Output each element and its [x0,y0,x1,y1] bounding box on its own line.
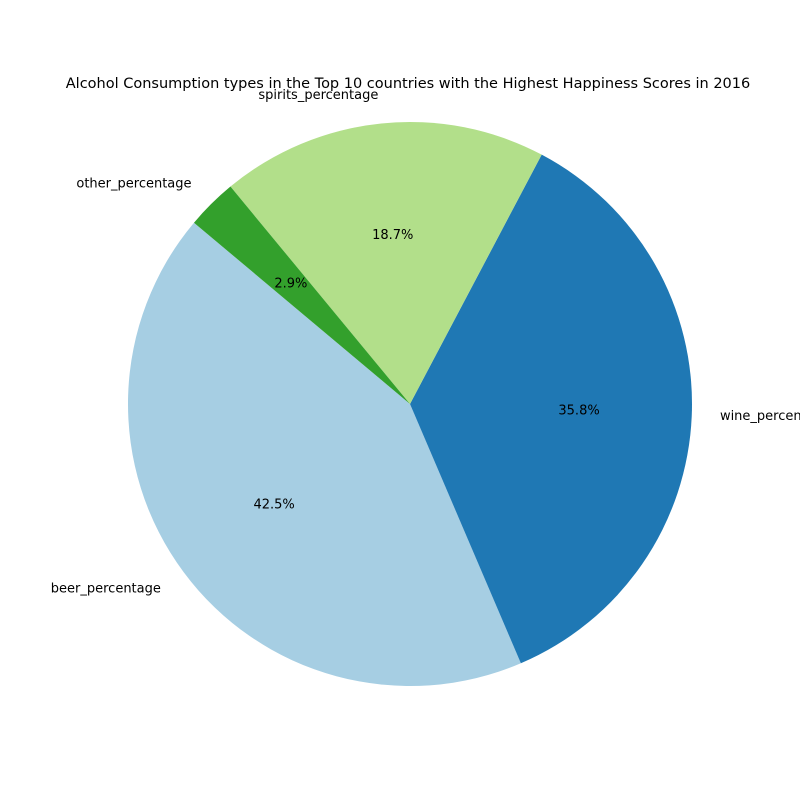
pct-label-beer-percentage: 42.5% [253,497,294,512]
slice-label-beer-percentage: beer_percentage [51,581,161,596]
pie-slice-wine-percentage [410,154,693,664]
pct-label-wine-percentage: 35.8% [558,403,599,418]
slice-label-other-percentage: other_percentage [76,176,191,191]
chart-title: Alcohol Consumption types in the Top 10 … [66,76,750,92]
pct-label-spirits-percentage: 18.7% [372,228,413,243]
pie-slice-spirits-percentage [230,122,542,404]
slice-label-spirits-percentage: spirits_percentage [258,88,378,103]
pie-labels: beer_percentage 42.5% wine_percentage 35.8%… [51,88,800,596]
pct-label-other-percentage: 2.9% [274,276,307,291]
pie-slice-other-percentage [193,186,410,404]
pie-slice-beer-percentage [127,222,521,687]
slice-label-wine-percentage: wine_percentage [720,409,800,424]
pie-slices [127,122,693,687]
